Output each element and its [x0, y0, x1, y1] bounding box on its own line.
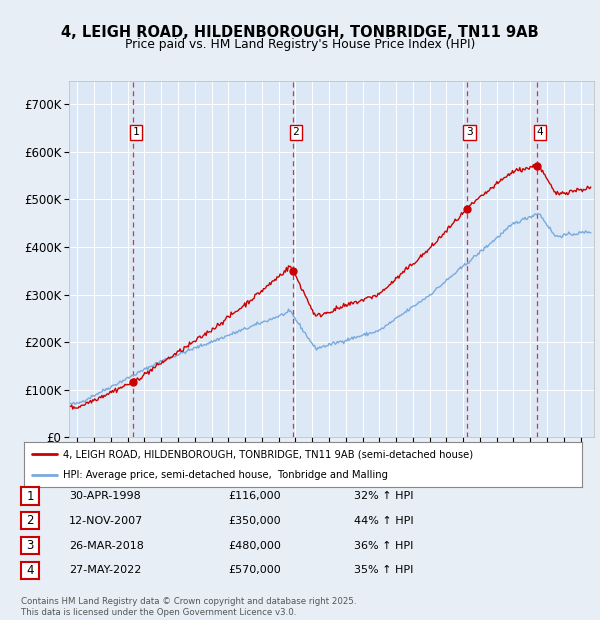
Text: HPI: Average price, semi-detached house,  Tonbridge and Malling: HPI: Average price, semi-detached house,…	[63, 469, 388, 480]
Text: 3: 3	[26, 539, 34, 552]
Text: 4: 4	[26, 564, 34, 577]
Text: Price paid vs. HM Land Registry's House Price Index (HPI): Price paid vs. HM Land Registry's House …	[125, 38, 475, 51]
Text: 4, LEIGH ROAD, HILDENBOROUGH, TONBRIDGE, TN11 9AB: 4, LEIGH ROAD, HILDENBOROUGH, TONBRIDGE,…	[61, 25, 539, 40]
Text: 2: 2	[292, 127, 299, 137]
Text: 3: 3	[466, 127, 473, 137]
Text: 35% ↑ HPI: 35% ↑ HPI	[354, 565, 413, 575]
Text: 26-MAR-2018: 26-MAR-2018	[69, 541, 144, 551]
Text: 44% ↑ HPI: 44% ↑ HPI	[354, 516, 413, 526]
Text: 1: 1	[133, 127, 139, 137]
Text: £116,000: £116,000	[228, 491, 281, 501]
Text: 4: 4	[536, 127, 543, 137]
Text: 2: 2	[26, 515, 34, 527]
Text: 36% ↑ HPI: 36% ↑ HPI	[354, 541, 413, 551]
Text: 1: 1	[26, 490, 34, 502]
Text: 32% ↑ HPI: 32% ↑ HPI	[354, 491, 413, 501]
Text: Contains HM Land Registry data © Crown copyright and database right 2025.
This d: Contains HM Land Registry data © Crown c…	[21, 598, 356, 617]
Text: 27-MAY-2022: 27-MAY-2022	[69, 565, 142, 575]
Text: £570,000: £570,000	[228, 565, 281, 575]
Text: 4, LEIGH ROAD, HILDENBOROUGH, TONBRIDGE, TN11 9AB (semi-detached house): 4, LEIGH ROAD, HILDENBOROUGH, TONBRIDGE,…	[63, 449, 473, 459]
Text: £350,000: £350,000	[228, 516, 281, 526]
Text: £480,000: £480,000	[228, 541, 281, 551]
Text: 12-NOV-2007: 12-NOV-2007	[69, 516, 143, 526]
Text: 30-APR-1998: 30-APR-1998	[69, 491, 141, 501]
